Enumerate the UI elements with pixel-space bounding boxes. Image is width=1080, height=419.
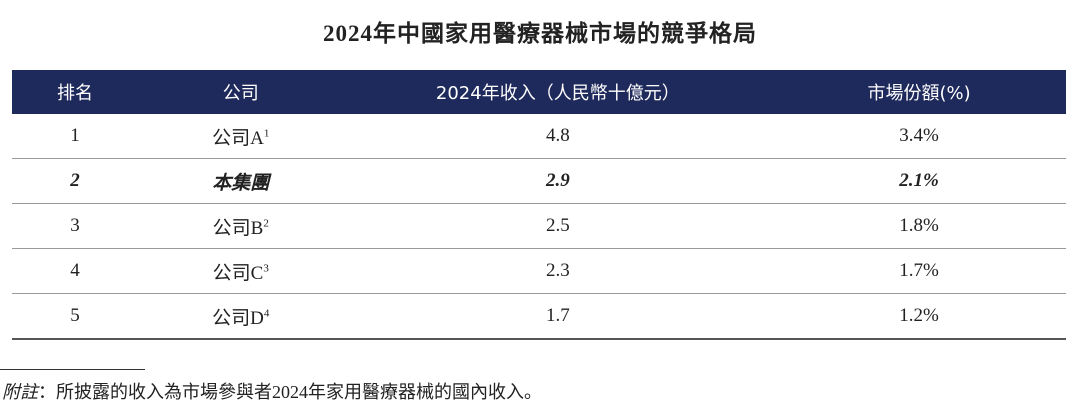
table-row: 4 公司C3 2.3 1.7% (12, 248, 1066, 294)
company-cell: 公司A1 (138, 114, 344, 159)
company-cell: 公司C3 (138, 248, 344, 294)
table-row: 3 公司B2 2.5 1.8% (12, 203, 1066, 249)
share-cell: 2.1% (772, 158, 1066, 204)
company-cell: 公司D4 (138, 293, 344, 340)
share-cell: 1.8% (772, 203, 1066, 249)
table-row: 2 本集團 2.9 2.1% (12, 158, 1066, 204)
company-cell: 本集團 (138, 158, 344, 204)
footnote-rule (0, 369, 145, 370)
revenue-cell: 2.9 (343, 158, 773, 204)
title: 2024年中國家用醫療器械市場的競爭格局 (323, 21, 757, 46)
footnote: 附註：所披露的收入為市場參與者2024年家用醫療器械的國內收入。 (2, 378, 542, 404)
footnote-text: ：所披露的收入為市場參與者2024年家用醫療器械的國內收入。 (38, 382, 542, 402)
header-cell: 市場份額(%) (772, 70, 1066, 114)
header-cell: 公司 (138, 70, 344, 114)
company-cell: 公司B2 (138, 203, 344, 249)
header-cell: 排名 (12, 70, 139, 114)
table: 排名 公司 2024年收入（人民幣十億元） 市場份額(%) 1 公司A1 4.8 3.… (12, 70, 1066, 340)
revenue-cell: 1.7 (343, 293, 773, 340)
footnote-label: 附註 (2, 382, 38, 402)
company-name: 公司A (212, 127, 264, 149)
table-body: 1 公司A1 4.8 3.4% 2 本集團 2.9 2.1% 3 公司B2 2.5 1.8% 4 公司C3… (12, 114, 1066, 340)
footnote-marker: 1 (263, 127, 270, 140)
rank-cell: 1 (12, 114, 139, 159)
share-cell: 1.2% (772, 293, 1066, 340)
footnote-marker: 4 (263, 307, 270, 320)
share-cell: 3.4% (772, 114, 1066, 159)
rank-cell: 2 (12, 158, 139, 204)
revenue-cell: 2.5 (343, 203, 773, 249)
company-name: 本集團 (212, 172, 270, 194)
header-row: 排名 公司 2024年收入（人民幣十億元） 市場份額(%) (12, 70, 1066, 114)
rank-cell: 4 (12, 248, 139, 294)
share-cell: 1.7% (772, 248, 1066, 294)
revenue-cell: 4.8 (343, 114, 773, 159)
table-row: 1 公司A1 4.8 3.4% (12, 114, 1066, 159)
header-cell: 2024年收入（人民幣十億元） (343, 70, 773, 114)
footnote-marker: 3 (263, 262, 269, 275)
company-name: 公司C (212, 262, 264, 284)
rank-cell: 5 (12, 293, 139, 340)
table-row: 5 公司D4 1.7 1.2% (12, 293, 1066, 340)
rank-cell: 3 (12, 203, 139, 249)
company-name: 公司B (212, 217, 264, 239)
footnote-marker: 2 (263, 217, 269, 230)
company-name: 公司D (212, 307, 264, 329)
revenue-cell: 2.3 (343, 248, 773, 294)
